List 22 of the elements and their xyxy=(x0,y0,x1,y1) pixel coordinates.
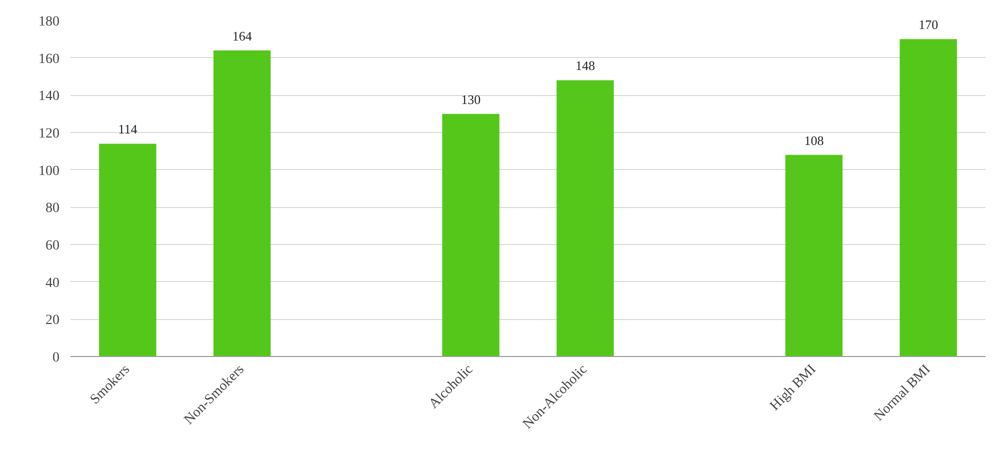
bar xyxy=(442,114,500,356)
bar xyxy=(785,154,843,356)
y-tick-label: 100 xyxy=(38,164,60,179)
data-label: 108 xyxy=(804,132,824,148)
data-label: 114 xyxy=(118,122,138,137)
data-label: 130 xyxy=(461,92,481,107)
y-tick-label: 160 xyxy=(38,52,60,67)
y-tick-label: 180 xyxy=(38,14,60,30)
y-tick-label: 40 xyxy=(46,276,60,291)
y-tick-label: 20 xyxy=(46,313,60,328)
y-tick-label: 0 xyxy=(52,350,60,366)
data-label: 170 xyxy=(918,17,938,32)
bar xyxy=(900,39,957,356)
y-tick-label: 80 xyxy=(46,201,60,216)
data-label: 164 xyxy=(232,28,252,44)
bar xyxy=(556,80,614,356)
data-label: 148 xyxy=(575,58,595,74)
y-tick-label: 140 xyxy=(38,89,60,104)
bar xyxy=(213,50,271,356)
bar xyxy=(99,144,156,356)
y-tick-label: 60 xyxy=(46,238,60,254)
y-tick-label: 120 xyxy=(38,126,60,142)
